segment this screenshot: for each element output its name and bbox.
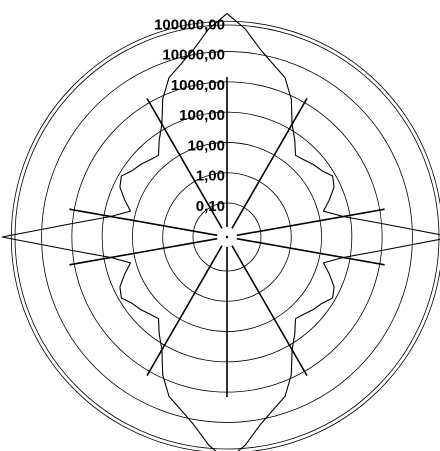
grid-ring-6 <box>10 20 440 451</box>
spoke-6 <box>146 245 223 377</box>
spoke-8 <box>69 208 218 237</box>
spoke-4 <box>231 245 308 377</box>
data-traces <box>1 13 440 451</box>
tick-label-3: 100,00 <box>179 107 225 124</box>
tick-label-2: 10,00 <box>187 137 225 154</box>
tick-label-6: 100000,00 <box>154 16 225 33</box>
radial-grid <box>10 20 440 451</box>
tick-label-5: 10000,00 <box>162 47 225 64</box>
radial-tick-labels: 0,10 1,00 10,00 100,00 1000,00 10000,00 100000… <box>154 16 225 215</box>
grid-ring-5 <box>41 51 413 423</box>
series-trace-0 <box>1 13 440 451</box>
spoke-7 <box>69 237 218 266</box>
spoke-9 <box>146 97 223 229</box>
spoke-3 <box>236 237 385 266</box>
tick-label-4: 1000,00 <box>171 77 225 94</box>
spoke-1 <box>231 97 308 229</box>
outer-ring <box>14 24 440 450</box>
center-point <box>225 235 229 239</box>
spoke-2 <box>236 208 385 237</box>
tick-label-0: 0,10 <box>196 198 225 215</box>
tick-label-1: 1,00 <box>196 168 225 185</box>
